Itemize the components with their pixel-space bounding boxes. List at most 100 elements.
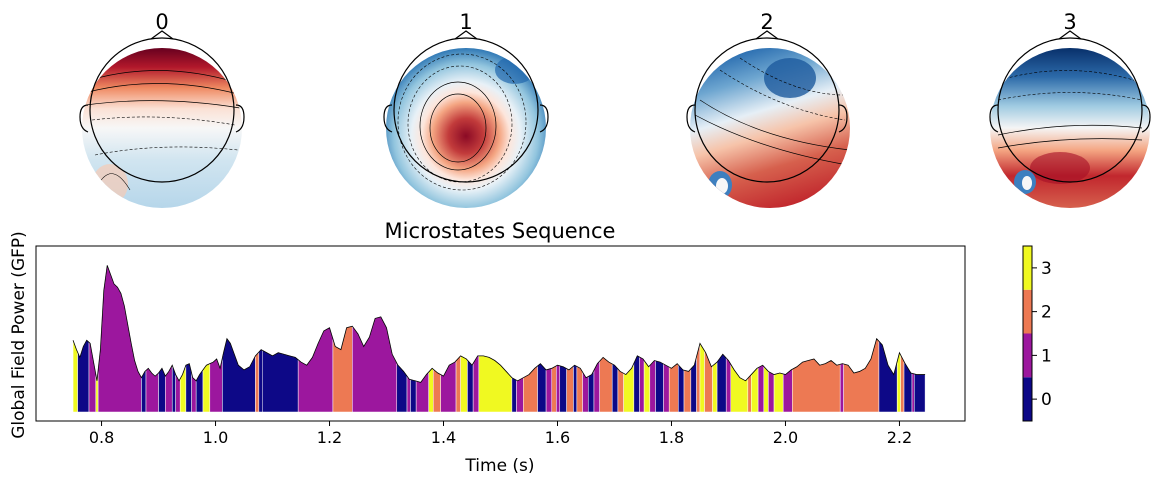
colorbar-frame	[1022, 245, 1033, 422]
state-segment-1	[440, 360, 457, 413]
state-segment-0	[158, 367, 166, 413]
state-segment-2	[617, 368, 624, 413]
state-segment-0	[511, 377, 517, 413]
x-tick-label: 1.2	[317, 428, 342, 447]
x-tick-label: 1.4	[431, 428, 456, 447]
state-segment-1	[582, 371, 589, 413]
state-segment-1	[165, 365, 173, 413]
x-tick-label: 1.0	[203, 428, 228, 447]
state-segment-0	[262, 349, 299, 413]
state-segment-1	[757, 364, 765, 413]
state-segment-3	[896, 352, 901, 413]
state-segment-3	[712, 361, 718, 413]
colorbar-block-1	[1023, 333, 1032, 378]
colorbar-block-2	[1023, 289, 1032, 334]
y-axis-label: Global Field Power (GFP)	[9, 231, 29, 439]
state-segment-0	[195, 369, 204, 413]
state-segment-2	[255, 351, 260, 413]
state-segment-0	[258, 349, 263, 413]
state-segment-1	[649, 360, 656, 413]
state-segment-0	[633, 355, 640, 413]
x-tick-label: 1.6	[545, 428, 570, 447]
state-segment-3	[751, 367, 759, 413]
state-segment-2	[332, 325, 353, 413]
state-segment-0	[655, 360, 664, 413]
state-segment-3	[428, 367, 434, 413]
x-axis-label: Time (s)	[464, 456, 534, 476]
state-segment-1	[663, 363, 670, 413]
state-segment-1	[472, 355, 480, 413]
state-segment-3	[643, 359, 651, 413]
colorbar-tick-label: 2	[1041, 303, 1052, 323]
state-segment-1	[406, 375, 411, 413]
topomap-label: 1	[459, 10, 472, 34]
state-segment-2	[433, 368, 441, 413]
colorbar: 0 1 2 3	[1022, 245, 1052, 422]
state-segment-3	[202, 363, 211, 413]
x-tick-label: 2.0	[773, 428, 798, 447]
state-segment-1	[545, 367, 553, 413]
state-segment-2	[747, 373, 752, 413]
state-segment-1	[768, 371, 775, 413]
state-segment-0	[914, 373, 926, 413]
state-segment-0	[690, 356, 697, 413]
state-segment-1	[782, 368, 793, 413]
state-segment-0	[588, 370, 595, 413]
state-segment-0	[611, 363, 619, 413]
topomap-0: 0	[79, 10, 245, 208]
state-segment-3	[478, 355, 513, 413]
topomap-3: 3	[989, 10, 1151, 208]
topomap-1: 1	[383, 10, 549, 208]
colorbar-block-3	[1023, 246, 1032, 290]
state-segment-3	[763, 365, 769, 413]
plot-frame	[35, 245, 966, 422]
x-axis-ticks: 0.8 1.0 1.2 1.4 1.6 1.8 2.0 2.2	[89, 421, 912, 447]
state-segments	[72, 265, 926, 413]
state-segment-2	[900, 354, 905, 413]
colorbar-block-0	[1023, 377, 1032, 421]
state-segment-0	[878, 340, 898, 413]
state-segment-1	[556, 364, 561, 413]
state-segment-0	[222, 338, 256, 413]
state-segment-1	[839, 363, 844, 413]
state-segment-3	[773, 372, 784, 413]
state-segment-0	[573, 364, 578, 413]
state-segment-0	[410, 379, 417, 413]
x-tick-label: 1.8	[659, 428, 684, 447]
topomap-label: 0	[155, 10, 168, 34]
topomap-2: 2	[686, 10, 850, 208]
state-segment-0	[678, 364, 685, 413]
state-segment-1	[725, 357, 732, 413]
chart-title: Microstates Sequence	[385, 219, 616, 243]
state-segment-2	[551, 365, 557, 413]
state-segment-2	[668, 363, 679, 413]
state-segment-3	[623, 363, 635, 413]
state-segment-1	[516, 377, 524, 413]
state-segment-3	[730, 363, 749, 413]
state-segment-0	[716, 353, 727, 413]
colorbar-ticks: 0 1 2 3	[1032, 259, 1052, 410]
colorbar-tick-label: 1	[1041, 346, 1052, 366]
state-segment-1	[639, 356, 645, 413]
state-segment-0	[559, 365, 567, 413]
state-segment-0	[537, 363, 547, 413]
x-tick-label: 2.2	[887, 428, 912, 447]
state-segment-3	[699, 342, 705, 413]
colorbar-blocks	[1023, 246, 1032, 421]
state-segment-3	[460, 355, 468, 413]
state-segment-1	[352, 316, 398, 413]
state-segment-2	[576, 366, 583, 413]
state-segment-0	[467, 359, 474, 413]
x-tick-label: 0.8	[89, 428, 114, 447]
sequence-plot: Microstates Sequence 0.8 1.0 1.2 1.4 1.6 1.8 2…	[9, 219, 966, 476]
state-segment-2	[566, 365, 574, 413]
state-segment-2	[455, 355, 461, 413]
state-segment-2	[792, 358, 841, 413]
state-segment-2	[599, 357, 613, 413]
topomap-label: 2	[760, 10, 773, 34]
state-segment-1	[88, 341, 97, 413]
state-segment-2	[683, 368, 692, 413]
topomap-label: 3	[1063, 10, 1076, 34]
gfp-line	[72, 265, 926, 383]
